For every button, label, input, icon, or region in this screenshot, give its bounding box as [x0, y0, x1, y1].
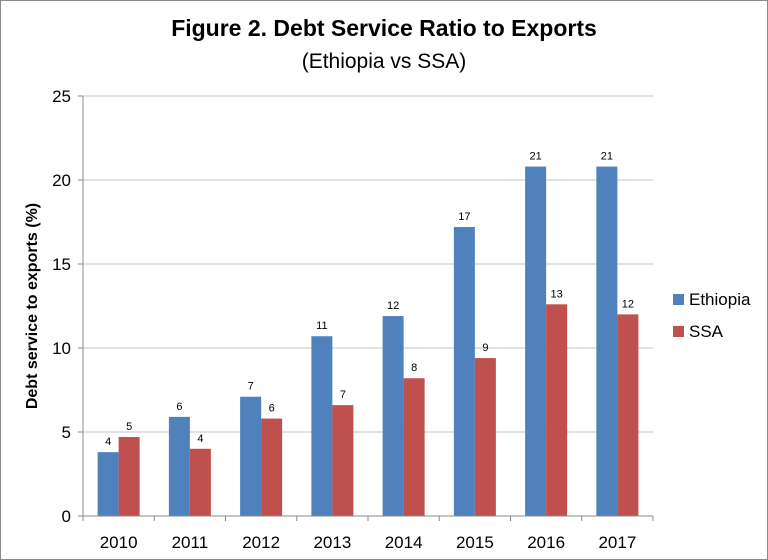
- data-label: 13: [551, 288, 563, 300]
- data-label: 11: [316, 320, 327, 332]
- x-tick-label: 2014: [385, 533, 423, 552]
- bars: 4 5 6 4 7 6 11 7 12 8 17 9 21 13 21 12: [97, 151, 639, 517]
- bar-ethiopia: [453, 227, 475, 517]
- y-tick-label: 10: [52, 339, 71, 358]
- data-label: 6: [176, 401, 182, 413]
- x-tick-label: 2017: [598, 533, 636, 552]
- bar-ethiopia: [311, 336, 333, 516]
- data-label: 7: [248, 381, 254, 393]
- chart-subtitle: (Ethiopia vs SSA): [302, 50, 467, 73]
- x-tick-label: 2016: [527, 533, 565, 552]
- bar-ssa: [474, 358, 496, 516]
- data-label: 21: [530, 151, 542, 163]
- bar-ethiopia: [382, 316, 404, 516]
- data-label: 21: [601, 151, 613, 163]
- bar-ethiopia: [168, 416, 190, 516]
- x-tick-label: 2013: [313, 533, 351, 552]
- axes: 0 5 10 15 20 25 2010 2011 2012 2013 2014 2015 2016 20…: [52, 87, 654, 552]
- data-label: 7: [340, 389, 346, 401]
- data-label: 6: [269, 403, 275, 415]
- bar-ethiopia: [97, 452, 119, 516]
- bar-ssa: [546, 304, 568, 516]
- data-label: 8: [411, 362, 417, 374]
- x-tick-label: 2011: [172, 533, 209, 552]
- bar-ssa: [332, 405, 354, 516]
- bar-ethiopia: [240, 396, 262, 516]
- bar-ssa: [118, 437, 140, 516]
- y-tick-label: 25: [52, 87, 71, 106]
- bar-ssa: [403, 378, 425, 516]
- data-label: 12: [387, 300, 399, 312]
- y-tick-label: 5: [62, 423, 71, 442]
- bar-ssa: [261, 418, 283, 516]
- data-label: 12: [622, 298, 634, 310]
- gridlines: [83, 95, 653, 433]
- data-label: 17: [458, 211, 470, 223]
- legend-swatch-ethiopia: [673, 294, 684, 305]
- legend-label-ethiopia: Ethiopia: [689, 290, 751, 309]
- y-tick-label: 15: [52, 255, 71, 274]
- chart-title: Figure 2. Debt Service Ratio to Exports: [171, 15, 597, 41]
- data-label: 5: [126, 421, 132, 433]
- x-tick-label: 2012: [242, 533, 280, 552]
- bar-ethiopia: [525, 166, 547, 516]
- x-tick-label: 2015: [456, 533, 494, 552]
- y-axis-label: Debt service to exports (%): [24, 203, 41, 409]
- legend-swatch-ssa: [673, 326, 684, 337]
- data-label: 4: [105, 436, 111, 448]
- data-label: 4: [197, 433, 203, 445]
- legend-label-ssa: SSA: [689, 322, 724, 341]
- bar-ethiopia: [596, 166, 618, 516]
- y-tick-label: 0: [62, 507, 71, 526]
- x-tick-label: 2010: [100, 533, 138, 552]
- data-label: 9: [482, 342, 488, 354]
- bar-ssa: [189, 448, 211, 516]
- legend: Ethiopia SSA: [673, 290, 751, 341]
- bar-ssa: [617, 314, 639, 516]
- y-tick-label: 20: [52, 171, 71, 190]
